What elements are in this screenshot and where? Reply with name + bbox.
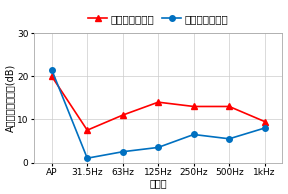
民家内　対策前 (192, 105, 196, 108)
民家内　対策前 (121, 114, 124, 116)
民家内　対策後 (263, 127, 266, 129)
Y-axis label: A特性音圧レベル(dB): A特性音圧レベル(dB) (5, 64, 16, 132)
Legend: 民家内　対策前, 民家内　対策後: 民家内 対策前, 民家内 対策後 (84, 10, 232, 28)
Line: 民家内　対策後: 民家内 対策後 (49, 67, 268, 161)
民家内　対策後 (156, 146, 160, 149)
民家内　対策後 (228, 138, 231, 140)
民家内　対策後 (121, 151, 124, 153)
民家内　対策後 (86, 157, 89, 159)
民家内　対策後 (50, 69, 54, 71)
民家内　対策前 (263, 120, 266, 123)
民家内　対策前 (50, 75, 54, 77)
民家内　対策後 (192, 133, 196, 136)
民家内　対策前 (228, 105, 231, 108)
X-axis label: 周波数: 周波数 (149, 178, 167, 188)
Line: 民家内　対策前: 民家内 対策前 (49, 74, 268, 133)
民家内　対策前 (86, 129, 89, 131)
民家内　対策前 (156, 101, 160, 103)
